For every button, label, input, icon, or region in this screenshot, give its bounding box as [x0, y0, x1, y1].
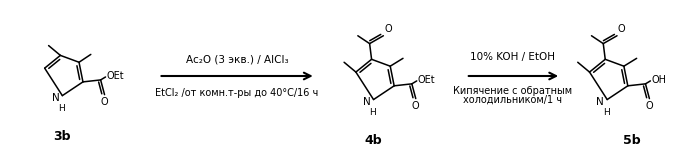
Text: OEt: OEt: [107, 71, 124, 81]
Text: 4b: 4b: [365, 134, 383, 147]
Text: O: O: [385, 24, 392, 34]
Text: OEt: OEt: [417, 75, 436, 85]
Text: Кипячение с обратным: Кипячение с обратным: [454, 86, 572, 96]
Text: 3b: 3b: [54, 130, 71, 143]
Text: O: O: [618, 24, 625, 34]
Text: H: H: [58, 104, 65, 114]
Text: O: O: [646, 100, 653, 111]
Text: O: O: [412, 100, 419, 111]
Text: 5b: 5b: [623, 134, 641, 147]
Text: холодильником/1 ч: холодильником/1 ч: [463, 95, 563, 105]
Text: H: H: [603, 108, 609, 117]
Text: Ac₂O (3 экв.) / AlCl₃: Ac₂O (3 экв.) / AlCl₃: [186, 54, 288, 64]
Text: N: N: [52, 93, 59, 103]
Text: N: N: [363, 97, 371, 107]
Text: H: H: [369, 108, 376, 117]
Text: 10% KOH / EtOH: 10% KOH / EtOH: [470, 52, 556, 62]
Text: O: O: [101, 97, 108, 107]
Text: OH: OH: [651, 75, 667, 85]
Text: EtCl₂ /от комн.т-ры до 40°C/16 ч: EtCl₂ /от комн.т-ры до 40°C/16 ч: [156, 88, 319, 98]
Text: N: N: [597, 97, 604, 107]
